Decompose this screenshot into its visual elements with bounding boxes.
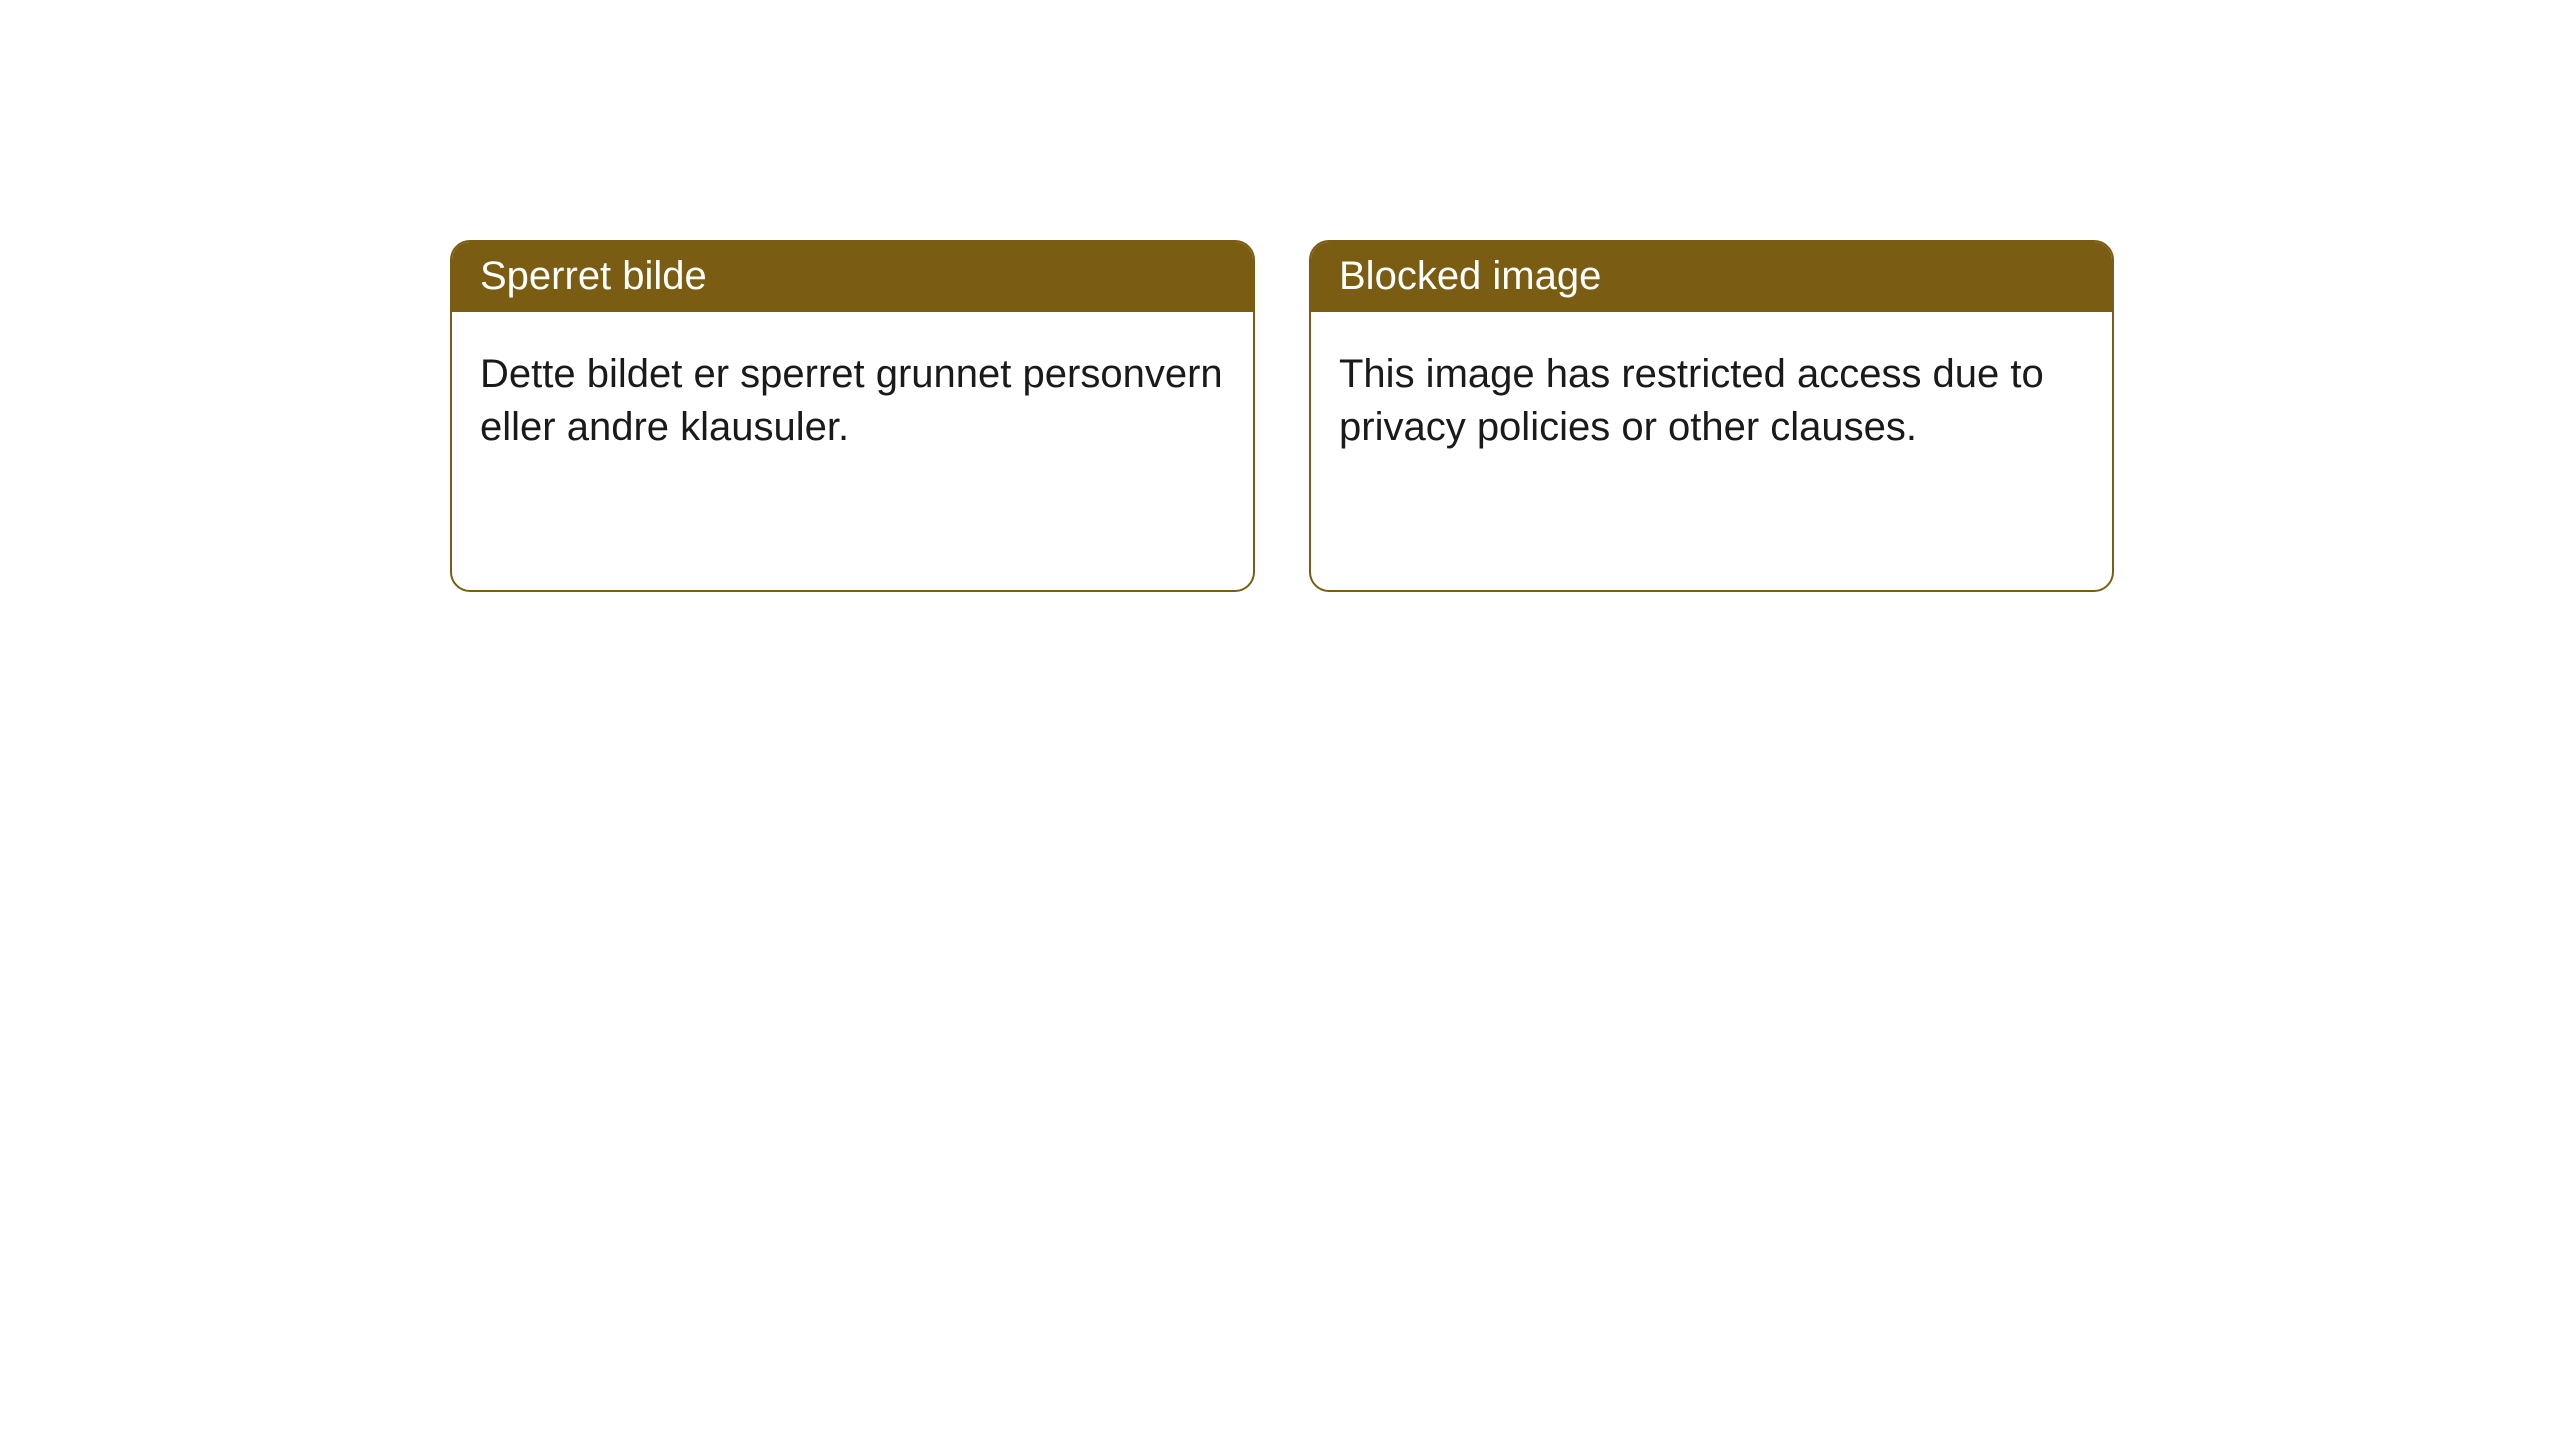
blocked-image-card-no: Sperret bilde Dette bildet er sperret gr… (450, 240, 1255, 592)
card-body-no: Dette bildet er sperret grunnet personve… (452, 312, 1253, 590)
card-title-no: Sperret bilde (452, 242, 1253, 312)
card-body-en: This image has restricted access due to … (1311, 312, 2112, 590)
card-container: Sperret bilde Dette bildet er sperret gr… (0, 0, 2560, 592)
blocked-image-card-en: Blocked image This image has restricted … (1309, 240, 2114, 592)
card-title-en: Blocked image (1311, 242, 2112, 312)
